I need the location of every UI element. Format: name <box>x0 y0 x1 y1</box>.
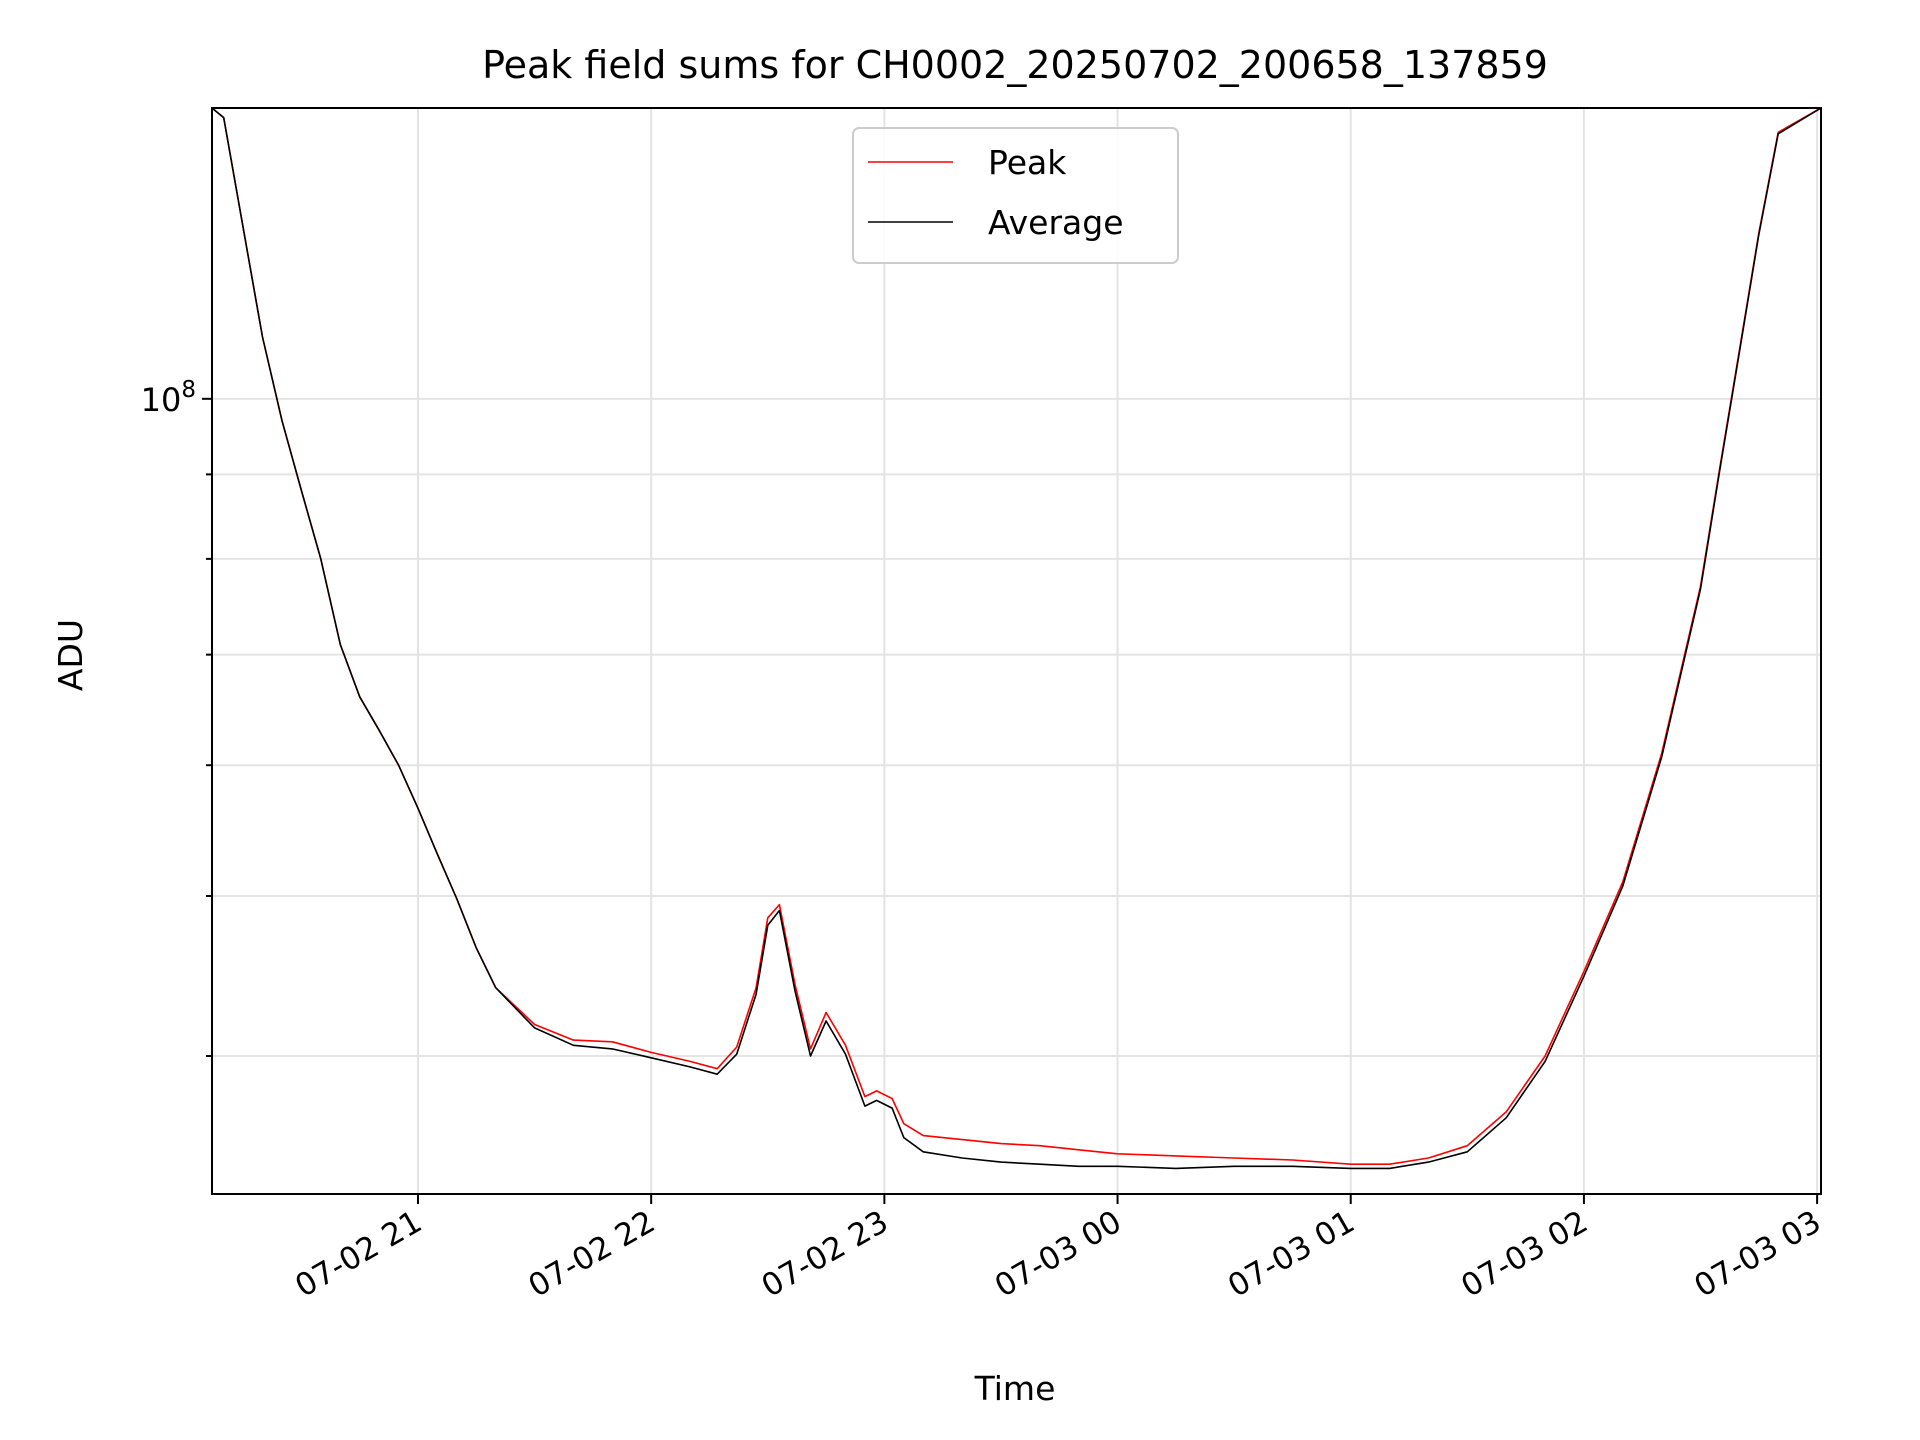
series-average-line <box>211 107 1822 1170</box>
y-axis-label: ADU <box>51 619 90 691</box>
y-tick-label: 108 <box>141 377 196 419</box>
legend-peak-label: Peak <box>988 143 1067 182</box>
grid <box>212 108 1821 1194</box>
legend: Peak Average <box>852 127 1179 264</box>
series-layer <box>211 107 1822 1170</box>
x-axis-label: Time <box>974 1369 1056 1408</box>
plot-frame <box>211 107 1822 1195</box>
y-axis: 108 <box>141 377 212 1058</box>
chart-title: Peak field sums for CH0002_20250702_2006… <box>482 43 1548 87</box>
legend-average-label: Average <box>988 203 1124 242</box>
